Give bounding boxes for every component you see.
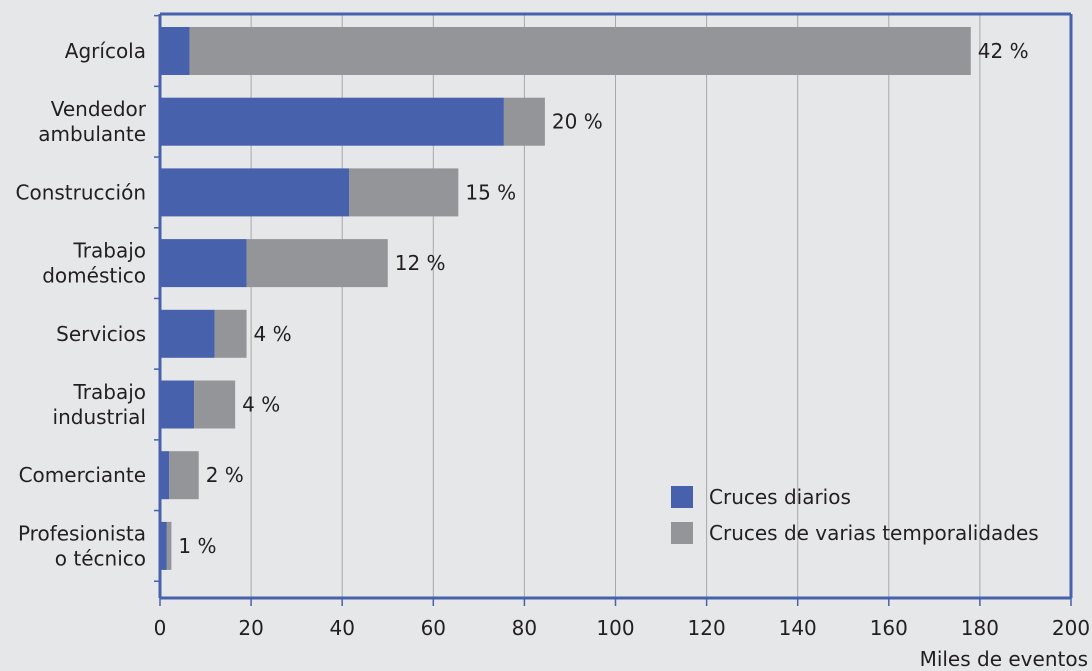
category-label-line: o técnico — [55, 546, 146, 570]
x-tick-label-60: 60 — [421, 616, 446, 640]
category-label-0: Agrícola — [65, 39, 146, 63]
x-tick-label-200: 200 — [1052, 616, 1090, 640]
data-label-7: 1 % — [178, 534, 216, 558]
data-label-2: 15 % — [465, 180, 516, 204]
x-tick-label-80: 80 — [512, 616, 537, 640]
category-label-line: Servicios — [56, 322, 146, 346]
category-label-5: Trabajo industrial — [53, 380, 146, 429]
category-label-1: Vendedor ambulante — [38, 97, 147, 146]
x-tick-label-100: 100 — [596, 616, 634, 640]
x-tick-label-20: 20 — [238, 616, 263, 640]
bar-diarios-2 — [160, 168, 350, 217]
x-tick-label-0: 0 — [154, 616, 167, 640]
bar-varias-0 — [189, 27, 971, 75]
category-label-line: ambulante — [38, 122, 146, 146]
category-label-6: Comerciante — [19, 463, 146, 487]
data-label-3: 12 % — [395, 251, 446, 275]
bar-diarios-6 — [160, 451, 170, 500]
category-label-line: Trabajo — [73, 380, 147, 404]
category-label-line: Construcción — [16, 180, 147, 204]
bar-varias-6 — [169, 451, 199, 500]
category-label-4: Servicios — [56, 322, 146, 346]
category-label-2: Construcción — [16, 180, 147, 204]
bar-varias-3 — [246, 239, 388, 288]
bar-varias-5 — [194, 380, 236, 429]
category-label-line: Trabajo — [73, 239, 147, 263]
legend-swatch-1 — [671, 522, 693, 544]
data-label-1: 20 % — [552, 110, 603, 134]
x-tick-label-160: 160 — [870, 616, 908, 640]
legend-swatch-0 — [671, 486, 693, 508]
category-label-7: Profesionista o técnico — [18, 521, 146, 570]
category-label-line: doméstico — [42, 264, 146, 288]
x-tick-label-120: 120 — [688, 616, 726, 640]
x-tick-label-40: 40 — [329, 616, 354, 640]
bar-varias-2 — [349, 168, 459, 217]
legend-label-0: Cruces diarios — [709, 485, 851, 509]
category-label-line: Comerciante — [19, 463, 146, 487]
bar-diarios-5 — [160, 380, 195, 429]
data-label-6: 2 % — [206, 463, 244, 487]
bar-diarios-1 — [160, 97, 504, 146]
bar-varias-7 — [166, 521, 172, 570]
bar-diarios-0 — [160, 27, 190, 75]
bar-varias-1 — [503, 97, 545, 146]
category-label-line: Vendedor — [51, 97, 147, 121]
data-label-0: 42 % — [978, 39, 1029, 63]
legend-label-1: Cruces de varias temporalidades — [709, 521, 1039, 545]
bar-diarios-3 — [160, 239, 247, 288]
bar-diarios-4 — [160, 309, 215, 358]
bar-varias-4 — [214, 309, 247, 358]
data-label-5: 4 % — [242, 393, 280, 417]
x-tick-label-140: 140 — [779, 616, 817, 640]
category-label-line: Profesionista — [18, 521, 146, 545]
category-label-3: Trabajo doméstico — [42, 239, 146, 288]
x-tick-label-180: 180 — [961, 616, 999, 640]
category-label-line: Agrícola — [65, 39, 146, 63]
bar-diarios-7 — [160, 521, 167, 570]
category-label-line: industrial — [53, 405, 146, 429]
x-axis-title: Miles de eventos — [920, 647, 1088, 671]
data-label-4: 4 % — [254, 322, 292, 346]
